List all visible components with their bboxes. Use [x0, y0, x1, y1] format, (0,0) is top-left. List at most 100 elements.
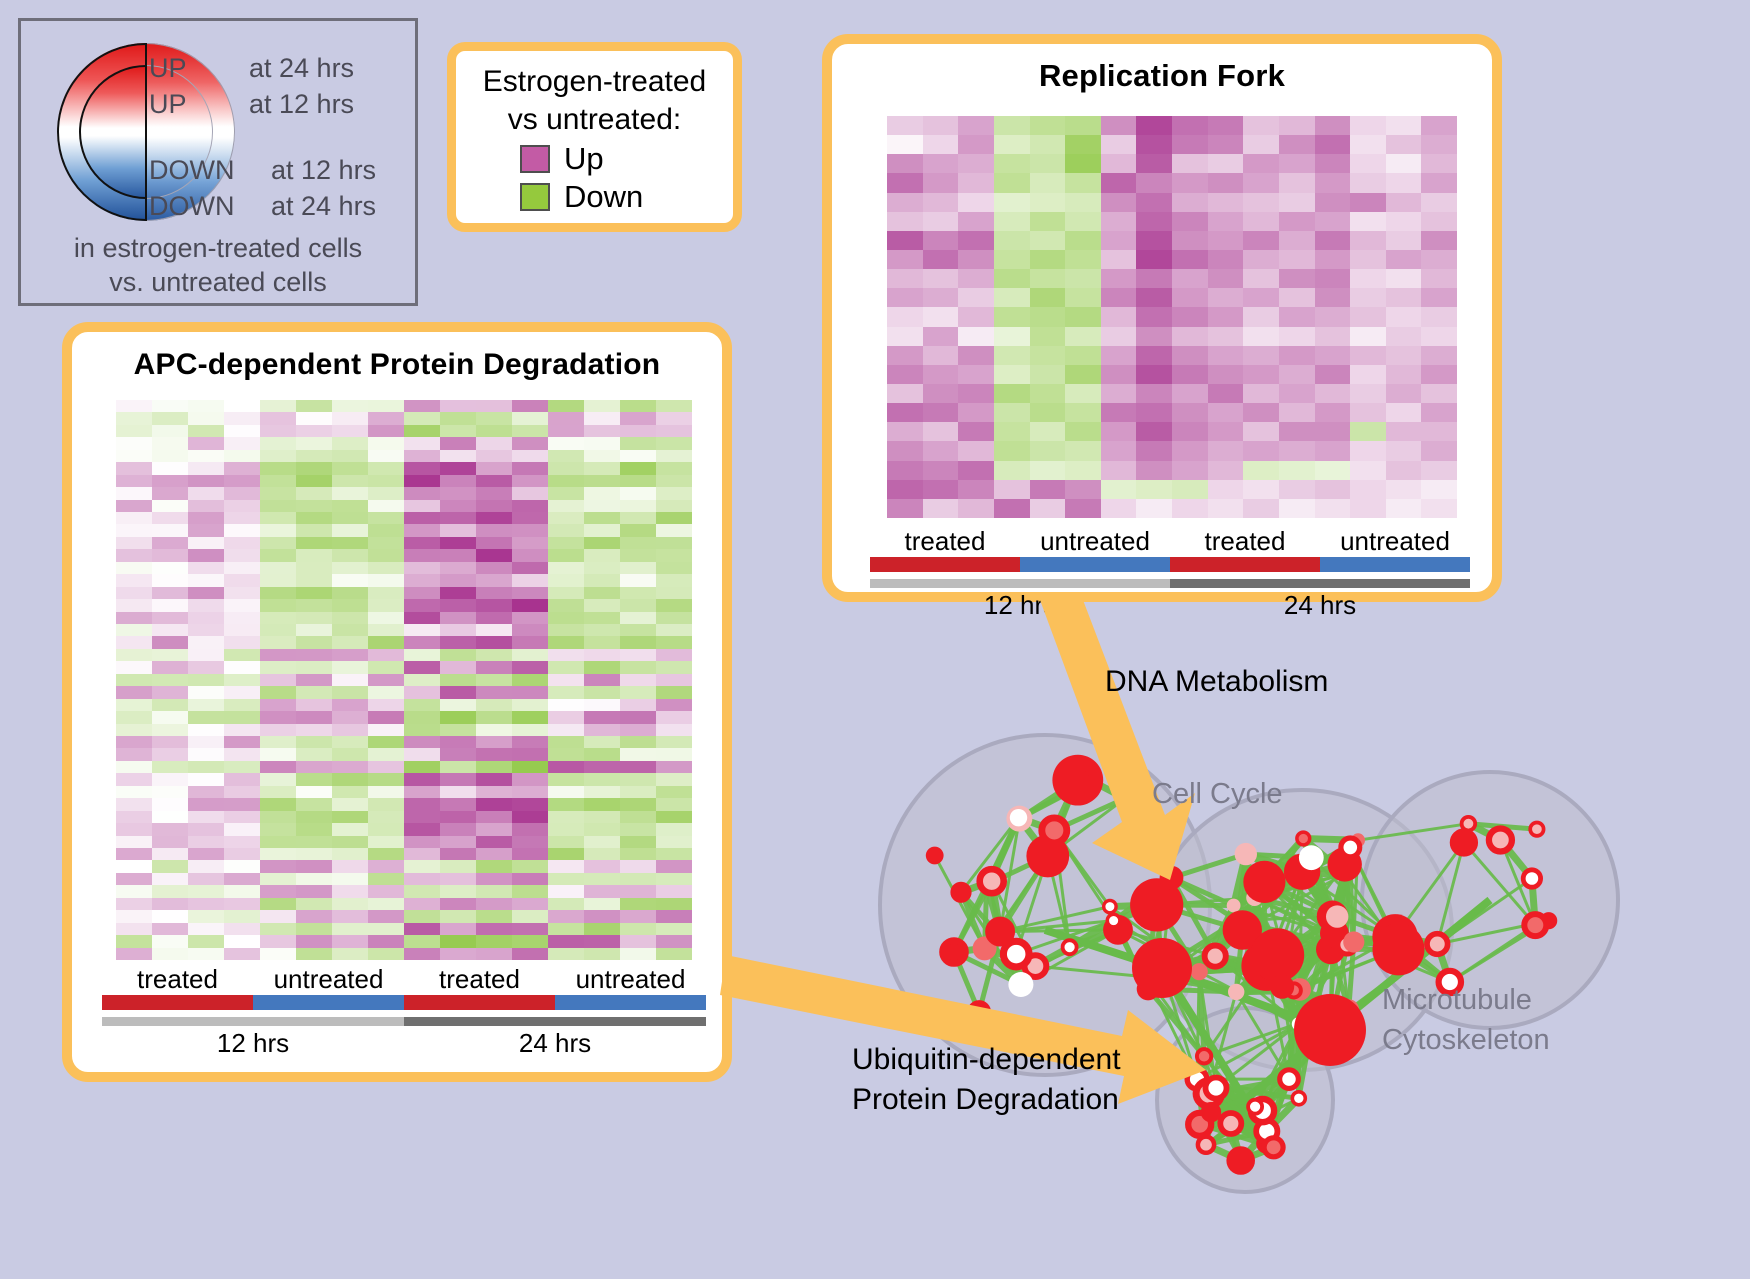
heatmap-cell [1278, 479, 1315, 499]
heatmap-cell [548, 561, 584, 575]
cluster-label-microtubule-line2: Cytoskeleton [1382, 1024, 1550, 1056]
heatmap-cell [512, 897, 548, 911]
heatmap-cell [188, 611, 224, 624]
heatmap-cell [152, 760, 188, 774]
heatmap-cell [512, 636, 548, 649]
heatmap-cell [332, 823, 368, 836]
timepoint-labels-rf: 12 hrs 24 hrs [870, 590, 1470, 621]
heatmap-cell [620, 574, 656, 587]
heatmap-cell [152, 910, 188, 923]
heatmap-cell [224, 611, 260, 624]
heatmap-cell [548, 487, 584, 500]
heatmap-cell [1100, 173, 1137, 193]
network-node [1226, 1146, 1255, 1175]
heatmap-cell [188, 624, 224, 637]
heatmap-cell [368, 910, 404, 923]
heatmap-cell [1100, 345, 1137, 365]
heatmap-cell [620, 947, 656, 960]
timepoint-color-bar-rf [870, 579, 1470, 588]
heatmap-cell [332, 773, 368, 786]
heatmap-cell [1421, 154, 1457, 174]
heatmap-cell [656, 624, 692, 637]
heatmap-cell [368, 922, 404, 936]
heatmap-cell [116, 611, 152, 624]
heatmap-cell [116, 860, 152, 873]
timepoint-labels-apc: 12 hrs 24 hrs [102, 1028, 706, 1059]
heatmap-cell [224, 785, 260, 799]
heatmap-cell [656, 947, 692, 960]
heatmap-cell [440, 711, 476, 724]
heatmap-cell [404, 922, 440, 936]
heatmap-cell [1029, 230, 1066, 250]
heatmap-cell [548, 711, 584, 724]
heatmap-cell [584, 760, 620, 774]
heatmap-cell [368, 424, 404, 438]
heatmap-cell [1385, 135, 1422, 155]
heatmap-cell [116, 885, 152, 898]
heatmap-cell [548, 499, 584, 512]
heatmap-cell [584, 536, 620, 550]
heatmap-cell [1278, 422, 1315, 442]
heatmap-cell [368, 723, 404, 736]
legend-swatch-up [520, 145, 550, 173]
heatmap-cell [993, 460, 1030, 480]
heatmap-cell [1136, 288, 1172, 308]
heatmap-cell [922, 326, 959, 346]
heatmap-cell [656, 561, 692, 575]
heatmap-cell [116, 835, 152, 848]
heatmap-cell [1243, 307, 1279, 327]
heatmap-cell [548, 872, 584, 886]
heatmap-cell [584, 897, 620, 911]
heatmap-cell [1314, 364, 1351, 384]
heatmap-cell [296, 736, 332, 749]
heatmap-cell [620, 711, 656, 724]
heatmap-cell [296, 400, 332, 413]
wheel-label-up-24: UP [149, 53, 187, 83]
panel-title-apc: APC-dependent Protein Degradation [133, 348, 661, 381]
heatmap-cell [368, 586, 404, 600]
heatmap-cell [548, 412, 584, 425]
heatmap-cell [584, 462, 620, 475]
heatmap-cell [620, 561, 656, 575]
heatmap-cell [584, 872, 620, 886]
heatmap-cell [1278, 326, 1315, 346]
heatmap-cell [1136, 345, 1172, 365]
heatmap-cell [922, 403, 959, 423]
heatmap-cell [188, 711, 224, 724]
heatmap-cell [1243, 345, 1279, 365]
heatmap-cell [887, 326, 923, 346]
heatmap-cell [1278, 230, 1315, 250]
network-node [999, 937, 1033, 971]
heatmap-cell [260, 661, 296, 674]
heatmap-cell [1207, 345, 1244, 365]
heatmap-cell [1350, 498, 1386, 518]
heatmap-cell [440, 648, 476, 662]
heatmap-cell [404, 474, 440, 488]
heatmap-cell [656, 872, 692, 886]
heatmap-cell [116, 561, 152, 575]
heatmap-cell [1385, 460, 1422, 480]
heatmap-cell [188, 499, 224, 512]
heatmap-cell [1172, 403, 1208, 423]
heatmap-cell [512, 549, 548, 562]
network-node [985, 916, 1016, 947]
heatmap-cell [152, 424, 188, 438]
heatmap-cell [1172, 383, 1208, 404]
heatmap-cell [476, 549, 512, 562]
heatmap-cell [1100, 192, 1137, 212]
wheel-footer-line1: in estrogen-treated cells [73, 233, 363, 263]
wheel-footer-line2: vs. untreated cells [109, 267, 327, 297]
heatmap-cell [152, 773, 188, 786]
heatmap-cell [152, 897, 188, 911]
legend-title-line1: Estrogen-treated [482, 65, 707, 98]
heatmap-cell [1100, 498, 1137, 518]
heatmap-cell [476, 810, 512, 824]
cluster-label-ubiquitin-line1: Ubiquitin-dependent [852, 1043, 1121, 1076]
heatmap-cell [296, 524, 332, 537]
heatmap-cell [1172, 326, 1208, 346]
heatmap-cell [1029, 383, 1066, 404]
heatmap-cell [1278, 288, 1315, 308]
heatmap-cell [1172, 269, 1208, 289]
heatmap-cell [656, 698, 692, 712]
heatmap-cell [1243, 364, 1279, 384]
